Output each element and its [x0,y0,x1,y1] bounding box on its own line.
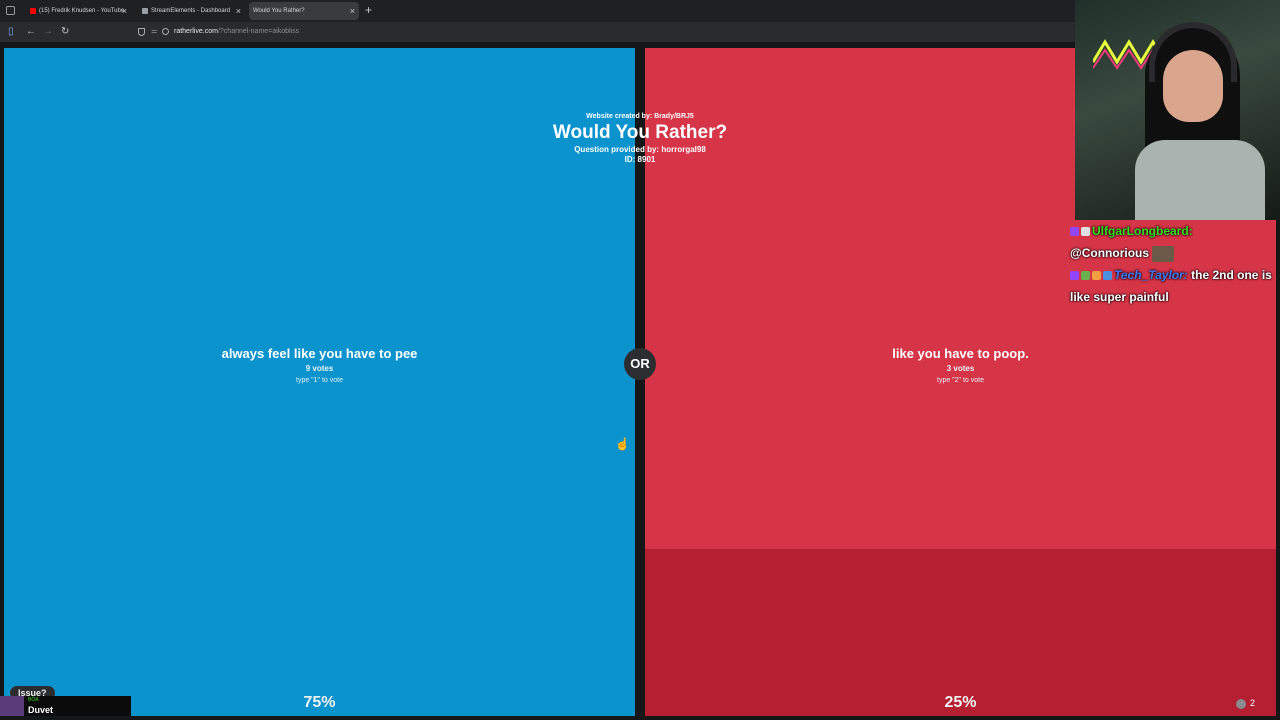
chat-text: @Connorious [1070,246,1150,260]
chat-username: UlfgarLongbeard: [1092,224,1193,238]
option-1-votes: 9 votes [305,364,334,373]
now-playing-artist: BÖA [28,697,39,703]
tab-label: StreamElements - Dashboard [151,8,231,14]
tab-streamelements[interactable]: StreamElements - Dashboard × [137,2,245,20]
mouse-cursor-icon: ☝ [615,437,630,451]
now-playing-title: Duvet [28,705,54,715]
question-id: ID: 8901 [624,155,656,164]
browser-tab-bar: (15) Fredrik Knudsen - YouTube × StreamE… [0,0,1280,22]
sub-badge-icon [1081,227,1090,237]
option-2-votes: 3 votes [946,364,975,373]
emote-icon [1152,245,1175,262]
tracking-icon[interactable] [162,28,169,35]
option-1-text: always feel like you have to pee [221,346,418,361]
streamer-body [1135,140,1265,220]
viewer-icon [1236,698,1246,709]
page-content: always feel like you have to pee 9 votes… [0,42,1280,720]
tab-label: (15) Fredrik Knudsen - YouTube [39,8,125,14]
site-settings-icon[interactable]: ⚌ [151,28,158,35]
or-badge: OR [624,348,656,380]
twitch-badge-icon [1070,271,1079,281]
tab-youtube[interactable]: (15) Fredrik Knudsen - YouTube × [25,2,131,20]
viewer-count: 2 [1236,698,1255,709]
back-button[interactable]: ← [26,26,36,37]
option-2-hint: type "2" to vote [937,377,984,384]
option-1-hint: type "1" to vote [296,377,343,384]
url-host: ratherlive.com [174,28,218,35]
chat-message: Tech_Taylor: the 2nd one is like super p… [1068,264,1280,308]
webcam-overlay [1075,0,1280,220]
chat-overlay: UlfgarLongbeard: @Connorious Tech_Taylor… [1068,220,1280,308]
new-tab-button[interactable]: + [365,3,373,17]
badge-icon [1092,271,1101,281]
chat-text: the 2nd one is like super painful [1070,268,1272,304]
question-provider: Question provided by: horrorgal98 [574,145,706,154]
page-title: Would You Rather? [552,122,728,143]
url-path: /?channel-name=aikobliss [217,28,300,35]
option-1-percent: 75% [303,694,336,711]
shield-icon[interactable] [138,28,145,36]
youtube-icon [30,8,36,14]
close-tab-icon[interactable]: × [235,6,241,16]
option-1-panel[interactable]: always feel like you have to pee 9 votes… [4,48,635,716]
tab-menu-icon[interactable] [6,6,15,15]
question-header: Website created by: Brady/BRJ5 Would You… [440,112,840,164]
badge-icon [1081,271,1090,281]
twitch-badge-icon [1070,227,1079,237]
address-bar: ▯ ← → ↻ ⚌ ratherlive.com/?channel-name=a… [0,22,1280,42]
option-2-text: like you have to poop. [892,346,1029,361]
forward-button[interactable]: → [43,26,53,37]
badge-icon [1103,271,1112,281]
chat-username: Tech_Taylor: [1114,268,1188,282]
chat-message: UlfgarLongbeard: @Connorious [1068,220,1280,264]
close-tab-icon[interactable]: × [121,6,127,16]
url-field[interactable]: ratherlive.com/?channel-name=aikobliss [174,27,299,37]
option-2-percent: 25% [944,694,977,711]
site-credit: Website created by: Brady/BRJ5 [586,113,694,120]
close-tab-icon[interactable]: × [349,6,355,16]
option-2-vote-fill [645,549,1276,716]
reload-button[interactable]: ↻ [61,26,70,37]
headset-icon [1149,22,1237,82]
viewer-count-value: 2 [1250,698,1256,708]
streamelements-icon [142,8,148,14]
album-art [0,696,24,716]
tab-label: Would You Rather? [253,8,305,14]
sidebar-icon[interactable]: ▯ [8,26,14,37]
now-playing-widget: BÖA Duvet [0,696,131,716]
tab-would-you-rather[interactable]: Would You Rather? × [249,2,359,20]
